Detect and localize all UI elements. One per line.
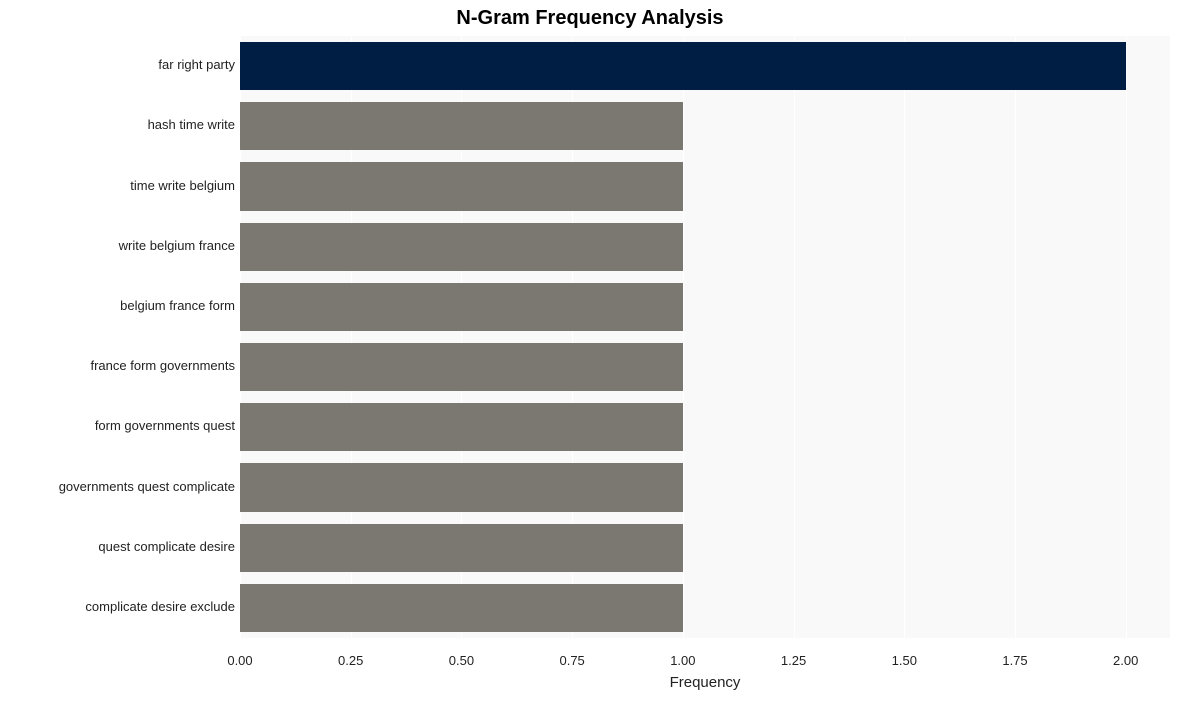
y-tick-label: hash time write [148, 117, 235, 132]
bar [240, 223, 683, 271]
y-tick-label: form governments quest [95, 418, 235, 433]
chart-container: N-Gram Frequency Analysis Frequency 0.00… [0, 0, 1180, 701]
bar [240, 524, 683, 572]
x-tick-label: 1.75 [1002, 653, 1027, 668]
bar [240, 463, 683, 511]
y-tick-label: governments quest complicate [59, 479, 235, 494]
y-tick-label: quest complicate desire [98, 539, 235, 554]
bar [240, 283, 683, 331]
gridline [1015, 36, 1016, 638]
x-tick-label: 1.50 [892, 653, 917, 668]
x-tick-label: 2.00 [1113, 653, 1138, 668]
x-tick-label: 1.25 [781, 653, 806, 668]
y-tick-label: far right party [158, 57, 235, 72]
chart-title: N-Gram Frequency Analysis [0, 7, 1180, 30]
y-tick-label: france form governments [90, 358, 235, 373]
x-tick-label: 1.00 [670, 653, 695, 668]
y-tick-label: time write belgium [130, 178, 235, 193]
bar [240, 162, 683, 210]
y-tick-label: complicate desire exclude [85, 599, 235, 614]
bar [240, 42, 1126, 90]
x-tick-label: 0.75 [559, 653, 584, 668]
bar [240, 343, 683, 391]
gridline [1126, 36, 1127, 638]
bar [240, 584, 683, 632]
y-tick-label: write belgium france [119, 238, 235, 253]
x-axis-title: Frequency [240, 674, 1170, 691]
bar [240, 102, 683, 150]
gridline [683, 36, 684, 638]
x-tick-label: 0.50 [449, 653, 474, 668]
gridline [794, 36, 795, 638]
bar [240, 403, 683, 451]
plot-area [240, 36, 1170, 638]
x-tick-label: 0.00 [227, 653, 252, 668]
y-tick-label: belgium france form [120, 298, 235, 313]
gridline [904, 36, 905, 638]
x-tick-label: 0.25 [338, 653, 363, 668]
